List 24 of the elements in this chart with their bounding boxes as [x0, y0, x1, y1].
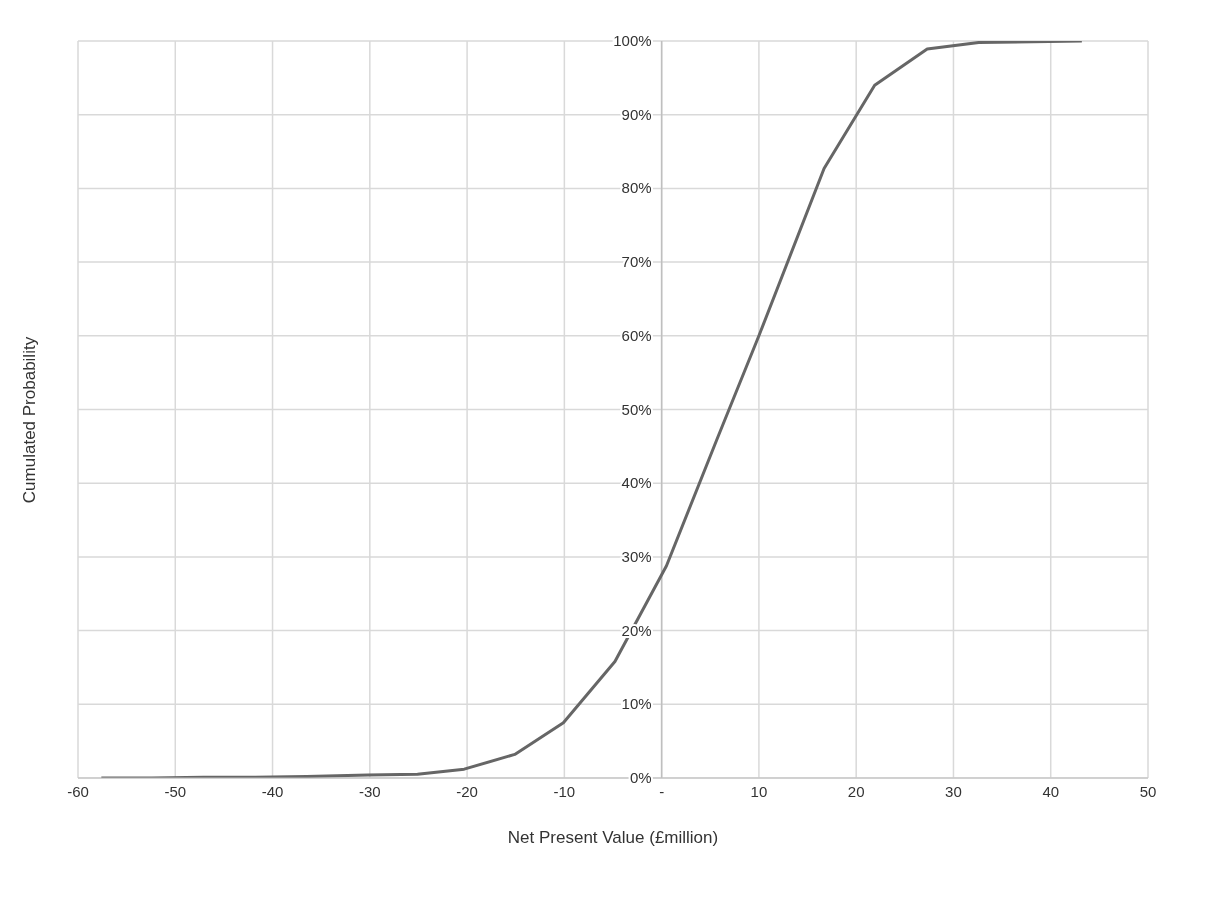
y-tick-label: 40% [621, 474, 652, 492]
y-tick-label: 10% [621, 695, 652, 713]
y-tick-label: 100% [613, 32, 652, 49]
x-tick-label: 20 [847, 782, 865, 800]
y-tick-label: 70% [621, 253, 652, 271]
x-tick-label: 50 [1139, 782, 1157, 800]
y-tick-label: 80% [621, 179, 652, 197]
x-axis-title: Net Present Value (£million) [507, 828, 719, 847]
y-axis-title: Cumulated Probability [20, 336, 40, 503]
x-tick-label: 40 [1042, 782, 1060, 800]
y-tick-label: 0% [629, 769, 652, 786]
x-tick-label: -10 [553, 782, 576, 800]
x-tick-label: 30 [945, 782, 962, 800]
y-tick-label: 30% [621, 547, 652, 565]
x-tick-label: -30 [358, 782, 381, 800]
y-tick-label: 50% [621, 400, 652, 418]
x-tick-label: -40 [261, 782, 284, 800]
x-tick-label: - [659, 782, 665, 800]
x-tick-label: -20 [456, 782, 478, 800]
x-tick-label: -60 [67, 782, 89, 800]
x-tick-label: 10 [750, 782, 768, 800]
y-tick-label: 60% [621, 326, 652, 344]
x-tick-label: -50 [164, 782, 187, 800]
y-tick-label: 90% [621, 105, 652, 123]
